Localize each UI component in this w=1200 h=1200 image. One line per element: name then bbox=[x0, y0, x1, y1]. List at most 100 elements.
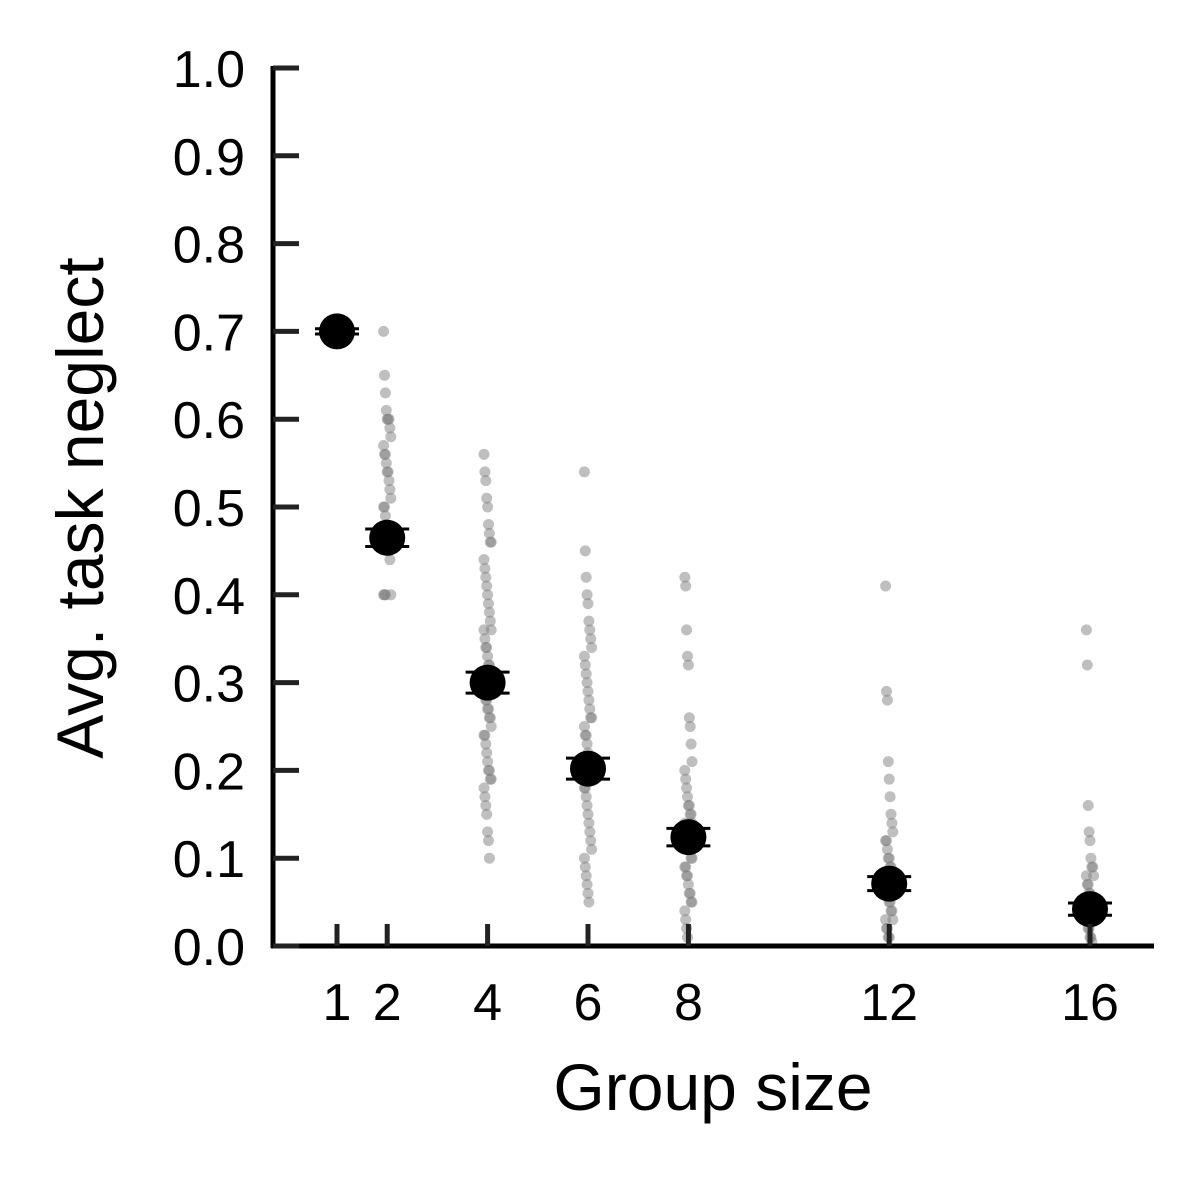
data-point bbox=[481, 747, 493, 759]
data-point bbox=[483, 852, 495, 864]
data-point bbox=[382, 466, 394, 478]
data-point bbox=[679, 764, 691, 776]
individual-points bbox=[378, 325, 1100, 948]
data-point bbox=[483, 527, 495, 539]
y-tick-label: 1.0 bbox=[173, 41, 245, 99]
data-point bbox=[881, 694, 893, 706]
data-point bbox=[586, 712, 598, 724]
data-point bbox=[384, 483, 396, 495]
data-point bbox=[584, 703, 596, 715]
data-point bbox=[679, 571, 691, 583]
data-point bbox=[583, 817, 595, 829]
data-point bbox=[483, 703, 494, 715]
data-point bbox=[887, 826, 899, 838]
mean-marker bbox=[867, 865, 912, 902]
data-point bbox=[582, 808, 594, 820]
data-point bbox=[385, 492, 397, 504]
data-point bbox=[585, 835, 597, 847]
data-point bbox=[578, 466, 590, 478]
data-point bbox=[680, 914, 692, 926]
data-point bbox=[686, 852, 698, 864]
data-point bbox=[581, 879, 593, 891]
y-axis-ticks: 0.0 0.1 0.2 0.3 0.4 0.5 0.6 0.7 0.8 0.9 1.0 bbox=[173, 41, 299, 977]
data-point bbox=[681, 624, 693, 636]
data-point bbox=[886, 817, 898, 829]
data-point bbox=[581, 738, 593, 750]
data-point bbox=[686, 896, 698, 908]
data-point bbox=[384, 554, 396, 566]
data-point bbox=[479, 791, 491, 803]
data-point bbox=[682, 870, 693, 882]
mean-marker bbox=[566, 750, 610, 787]
data-point bbox=[685, 738, 697, 750]
data-point bbox=[1084, 835, 1096, 847]
mean-marker bbox=[1068, 891, 1112, 928]
data-point bbox=[883, 773, 895, 785]
data-point bbox=[378, 325, 390, 337]
x-tick-label: 2 bbox=[373, 974, 402, 1032]
data-point bbox=[479, 633, 491, 645]
data-point bbox=[682, 791, 693, 803]
data-point bbox=[379, 448, 391, 460]
mean-marker bbox=[465, 664, 510, 701]
data-point bbox=[586, 641, 598, 653]
data-point bbox=[481, 580, 493, 592]
data-point bbox=[679, 905, 691, 917]
data-point bbox=[582, 887, 594, 899]
data-point bbox=[481, 641, 493, 653]
mean-markers bbox=[315, 313, 1112, 928]
data-point bbox=[683, 800, 695, 812]
data-point bbox=[1080, 624, 1092, 636]
data-point bbox=[682, 650, 693, 662]
y-tick-label: 0.4 bbox=[173, 568, 245, 626]
x-tick-label: 4 bbox=[473, 974, 502, 1032]
data-point bbox=[479, 562, 491, 574]
mean-point bbox=[369, 519, 406, 556]
data-point bbox=[478, 554, 490, 566]
data-point bbox=[483, 606, 495, 618]
data-point bbox=[582, 598, 594, 610]
data-point bbox=[478, 782, 490, 794]
data-point bbox=[582, 685, 594, 697]
y-tick-label: 0.9 bbox=[173, 129, 245, 187]
data-point bbox=[480, 800, 492, 812]
data-point bbox=[880, 580, 892, 592]
data-point bbox=[583, 896, 595, 908]
data-point bbox=[579, 861, 591, 873]
data-point bbox=[1083, 826, 1095, 838]
data-point bbox=[484, 615, 496, 627]
y-tick-label: 0.6 bbox=[173, 392, 245, 450]
data-point bbox=[482, 650, 494, 662]
data-point bbox=[685, 808, 697, 820]
data-point bbox=[881, 843, 893, 855]
data-point bbox=[580, 668, 592, 680]
data-point bbox=[684, 721, 696, 732]
data-point bbox=[485, 773, 497, 785]
data-point bbox=[584, 624, 596, 636]
mean-point bbox=[469, 664, 506, 701]
data-point bbox=[483, 835, 494, 847]
data-point bbox=[881, 835, 892, 847]
data-point bbox=[680, 580, 692, 592]
data-point bbox=[880, 914, 892, 926]
mean-point bbox=[319, 313, 355, 350]
data-point bbox=[1087, 861, 1099, 873]
data-point bbox=[1082, 800, 1094, 812]
data-point bbox=[882, 756, 894, 768]
data-point bbox=[1085, 852, 1097, 864]
mean-marker bbox=[666, 819, 711, 856]
x-tick-label: 16 bbox=[1061, 974, 1119, 1032]
data-point bbox=[884, 791, 896, 803]
data-point bbox=[485, 721, 497, 732]
data-point bbox=[580, 870, 592, 882]
data-point bbox=[379, 387, 391, 399]
mean-point bbox=[871, 865, 908, 902]
data-point bbox=[379, 589, 391, 601]
data-point bbox=[483, 598, 494, 610]
x-tick-label: 6 bbox=[574, 974, 603, 1032]
data-point bbox=[385, 431, 397, 443]
data-point bbox=[478, 624, 490, 636]
x-tick-label: 8 bbox=[674, 974, 703, 1032]
data-point bbox=[886, 905, 898, 917]
data-point bbox=[583, 694, 595, 706]
